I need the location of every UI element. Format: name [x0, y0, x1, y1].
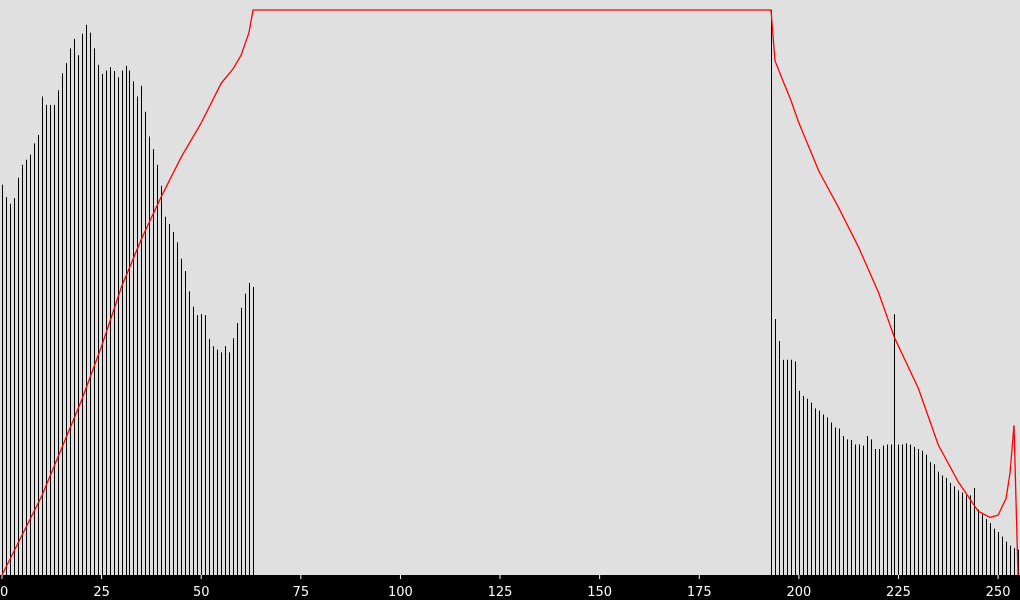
x-axis-ticks: 0 25 50 75 100 125 150 175 200 225 250: [0, 575, 1010, 600]
x-axis-band: [0, 575, 1020, 600]
x-tick-label: 75: [293, 585, 310, 600]
x-tick-label: 25: [93, 585, 110, 600]
cumulative-curve: [1, 9, 1019, 576]
x-tick-label: 50: [193, 585, 210, 600]
x-tick-label: 150: [587, 585, 612, 600]
x-tick-label: 250: [986, 585, 1011, 600]
x-tick-label: 225: [886, 585, 911, 600]
x-tick-label: 175: [687, 585, 712, 600]
x-tick-label: 100: [388, 585, 413, 600]
x-tick-label: 125: [488, 585, 513, 600]
x-tick-label: 200: [786, 585, 811, 600]
x-tick-label: 0: [0, 585, 8, 600]
